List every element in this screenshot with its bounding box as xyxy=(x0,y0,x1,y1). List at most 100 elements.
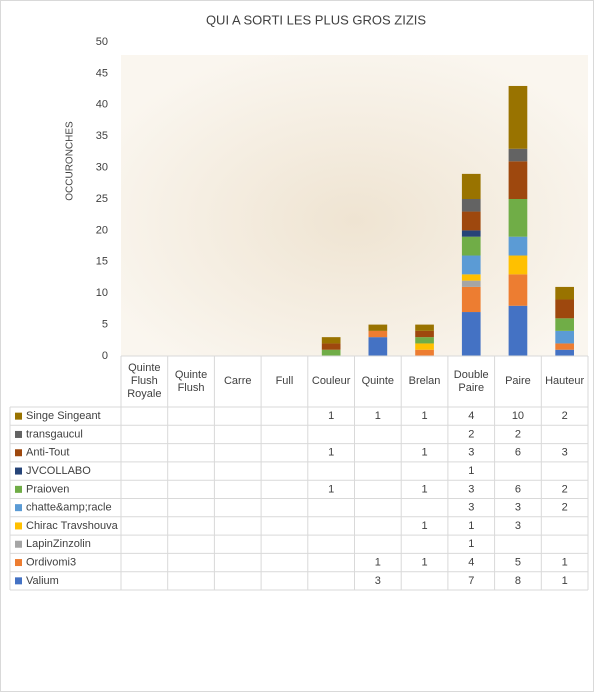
legend-swatch xyxy=(15,485,22,493)
category-cell: Hauteur xyxy=(545,375,585,387)
legend-swatch xyxy=(15,577,22,585)
bar-segment xyxy=(321,337,341,344)
legend-label: Singe Singeant xyxy=(26,410,101,422)
bar-segment xyxy=(368,330,388,338)
legend-swatch xyxy=(15,504,22,512)
category-cell: Double Paire xyxy=(453,368,489,394)
table-value: 1 xyxy=(421,410,427,422)
table-value: 6 xyxy=(515,483,521,495)
y-tick-label: 10 xyxy=(96,287,108,299)
table-value: 1 xyxy=(328,410,334,422)
bar-segment xyxy=(508,274,528,306)
bar-segment xyxy=(508,199,528,237)
x-tick-label: Double Paire xyxy=(453,368,489,394)
x-tick-label: Quinte xyxy=(361,375,395,387)
table-value: 1 xyxy=(421,556,427,568)
category-cell: Brelan xyxy=(408,375,441,387)
table-value: 1 xyxy=(328,447,334,459)
table-value: 4 xyxy=(468,410,474,422)
y-axis-label: OCCURONCHES xyxy=(65,121,76,201)
x-tick-label: Couleur xyxy=(311,375,351,387)
category-cell: Quinte xyxy=(361,375,395,387)
table-value: 1 xyxy=(375,556,381,568)
category-cell: Carre xyxy=(223,375,252,387)
y-tick-label: 35 xyxy=(96,130,108,142)
category-cell: Paire xyxy=(505,375,531,387)
bar-segment xyxy=(415,324,434,331)
bar-segment xyxy=(461,236,481,256)
y-tick-label: 0 xyxy=(102,350,108,362)
y-tick-label: 5 xyxy=(102,319,108,331)
chart-title: QUI A SORTI LES PLUS GROS ZIZIS xyxy=(206,12,426,27)
category-cell: Quinte Flush xyxy=(174,368,208,394)
table-value: 1 xyxy=(468,465,474,477)
table-value: 1 xyxy=(421,483,427,495)
table-value: 3 xyxy=(468,447,474,459)
table-value: 1 xyxy=(468,520,474,532)
table-value: 3 xyxy=(515,502,521,514)
category-cell: Quinte Flush Royale xyxy=(127,362,161,400)
bar-segment xyxy=(508,236,528,256)
table-value: 3 xyxy=(468,483,474,495)
bar-segment xyxy=(321,349,341,356)
legend-label: Valium xyxy=(26,575,59,587)
table-value: 1 xyxy=(328,483,334,495)
y-tick-label: 40 xyxy=(96,99,108,111)
table-value: 2 xyxy=(562,502,568,514)
x-tick-label: Hauteur xyxy=(545,375,585,387)
table-value: 2 xyxy=(468,428,474,440)
bar-segment xyxy=(321,343,341,350)
bar-segment xyxy=(508,255,528,275)
table-value: 6 xyxy=(515,447,521,459)
bar-segment xyxy=(368,324,388,331)
table-value: 3 xyxy=(562,447,568,459)
legend-label: Ordivomi3 xyxy=(26,556,76,568)
table-value: 1 xyxy=(375,410,381,422)
bar-segment xyxy=(555,299,574,319)
x-tick-label: Quinte Flush xyxy=(174,368,208,394)
bar-segment xyxy=(415,349,434,356)
table-value: 1 xyxy=(421,520,427,532)
legend-swatch xyxy=(15,449,22,457)
bar-segment xyxy=(555,343,574,350)
table-value: 5 xyxy=(515,556,521,568)
bar-segment xyxy=(555,349,574,356)
legend-label: transgaucul xyxy=(26,428,83,440)
x-tick-label: Carre xyxy=(223,375,252,387)
legend-swatch xyxy=(15,467,22,475)
bar-segment xyxy=(461,173,481,199)
bar-segment xyxy=(415,330,434,338)
table-value: 3 xyxy=(515,520,521,532)
y-tick-label: 50 xyxy=(96,36,108,48)
table-value: 3 xyxy=(468,502,474,514)
table-value: 10 xyxy=(512,410,524,422)
y-tick-label: 45 xyxy=(96,67,108,79)
table-value: 4 xyxy=(468,556,474,568)
bar-segment xyxy=(461,255,481,275)
legend-label: JVCOLLABO xyxy=(26,465,91,477)
legend-swatch xyxy=(15,559,22,567)
x-tick-label: Full xyxy=(275,375,294,387)
bar-segment xyxy=(508,305,528,356)
bar-segment xyxy=(555,330,574,344)
table-value: 8 xyxy=(515,575,521,587)
category-cell: Couleur xyxy=(311,375,351,387)
table-value: 2 xyxy=(562,483,568,495)
y-tick-label: 15 xyxy=(96,256,108,268)
y-tick-label: 20 xyxy=(96,224,108,236)
table-value: 2 xyxy=(562,410,568,422)
bar-segment xyxy=(461,274,481,281)
table-value: 1 xyxy=(562,556,568,568)
legend-label: LapinZinzolin xyxy=(26,538,91,550)
bar-segment xyxy=(415,337,434,344)
legend-label: Chirac Travshouva xyxy=(26,520,119,532)
bar-segment xyxy=(461,211,481,231)
table-value: 1 xyxy=(562,575,568,587)
legend-label: chatte&amp;racle xyxy=(26,502,112,514)
legend-swatch xyxy=(15,412,22,420)
bar-segment xyxy=(555,286,574,300)
bar-segment xyxy=(461,230,481,237)
x-tick-label: Brelan xyxy=(408,375,441,387)
bar-segment xyxy=(461,199,481,212)
